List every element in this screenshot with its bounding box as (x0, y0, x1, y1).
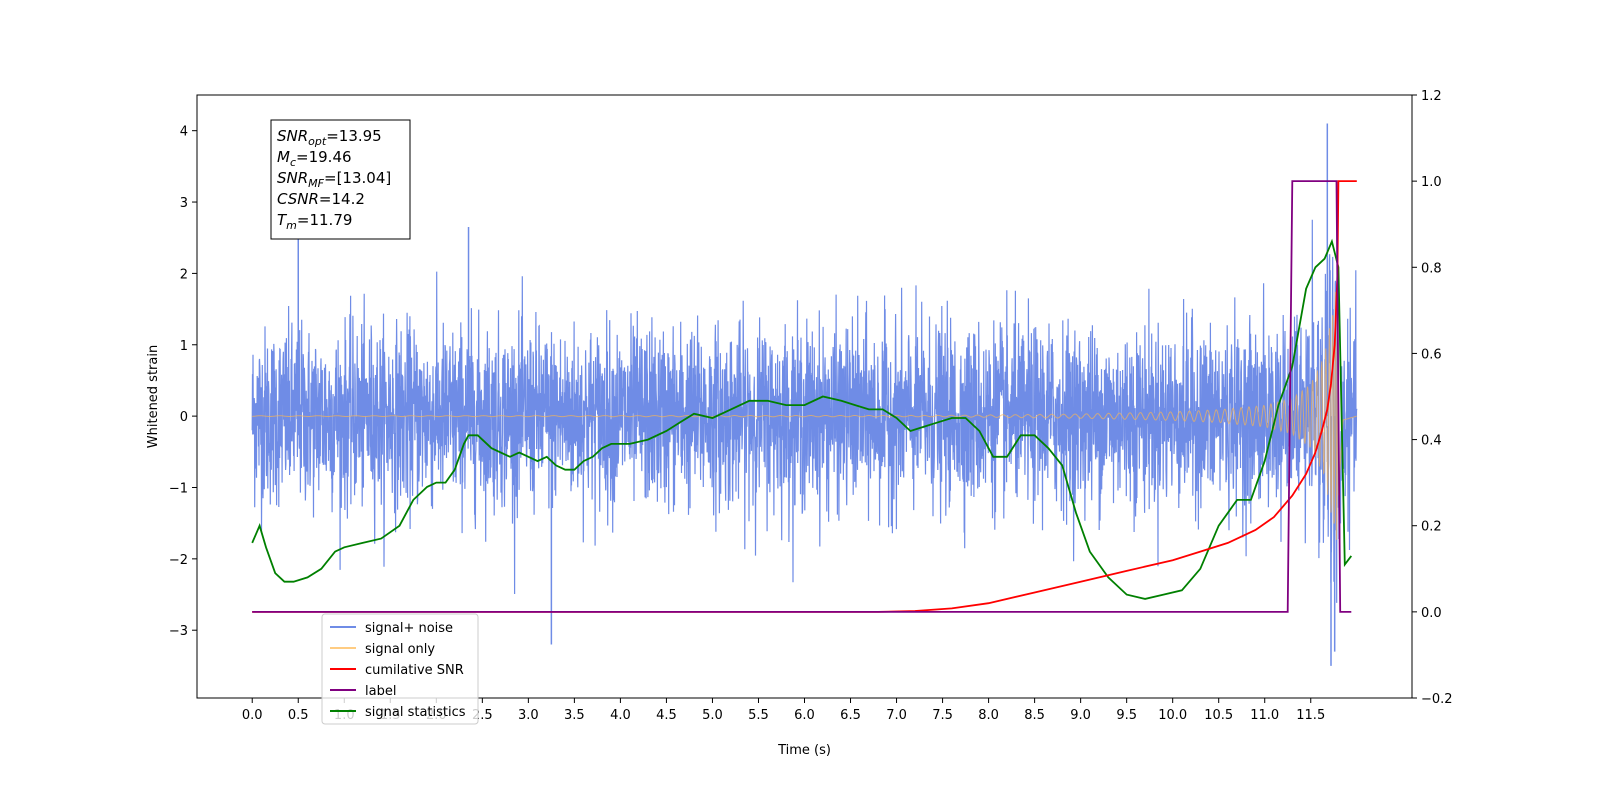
y-tick-label-7: −3 (169, 624, 188, 639)
y-tick-label-5: −1 (169, 481, 188, 496)
y-axis-ticks: 4 3 2 1 0 −1 −2 −3 (169, 125, 197, 639)
series-signal-only (252, 283, 1357, 540)
x-tick-label-1: 0.5 (288, 708, 309, 723)
y-tick-label-2: 2 (180, 267, 188, 282)
y-tick-label-6: −2 (169, 553, 188, 568)
x-tick-label-10: 5.0 (702, 708, 723, 723)
y2-tick-label-7: −0.2 (1421, 692, 1453, 707)
y2-tick-label-1: 1.0 (1421, 175, 1442, 190)
cumulative-snr-layer (252, 180, 1357, 613)
x-tick-label-13: 6.5 (840, 708, 861, 723)
y-tick-label-3: 1 (180, 339, 188, 354)
series-signal-statistics (251, 238, 1353, 600)
annotation-line-1: Mc=19.46 (277, 148, 352, 169)
legend-label-3: label (365, 684, 396, 699)
y2-tick-label-2: 0.8 (1421, 261, 1442, 276)
x-tick-label-0: 0.0 (242, 708, 263, 723)
label-layer (252, 180, 1352, 613)
y2-tick-label-4: 0.4 (1421, 434, 1442, 449)
x-tick-label-18: 9.0 (1070, 708, 1091, 723)
y-tick-label-4: 0 (180, 410, 188, 425)
x-tick-label-15: 7.5 (932, 708, 953, 723)
annotation-line-4: Tm=11.79 (277, 211, 352, 232)
x-tick-label-14: 7.0 (886, 708, 907, 723)
series-label (252, 180, 1352, 613)
legend-label-2: cumilative SNR (365, 663, 464, 678)
x-tick-label-12: 6.0 (794, 708, 815, 723)
x-tick-label-22: 11.0 (1250, 708, 1279, 723)
annotation-line-2: SNRMF=[13.04] (277, 169, 391, 190)
x-tick-label-19: 9.5 (1116, 708, 1137, 723)
legend-label-0: signal+ noise (365, 621, 453, 636)
annotation-line-3: CSNR=14.2 (277, 190, 365, 208)
y2-tick-label-6: 0.0 (1421, 606, 1442, 621)
x-tick-label-6: 3.0 (518, 708, 539, 723)
x-tick-label-23: 11.5 (1296, 708, 1325, 723)
x-tick-label-16: 8.0 (978, 708, 999, 723)
signal-only-layer (252, 283, 1357, 540)
series-signal-noise (251, 218, 1358, 603)
y2-tick-label-3: 0.6 (1421, 347, 1442, 362)
y-axis-label: Whitened strain (146, 345, 161, 448)
y2-tick-label-5: 0.2 (1421, 520, 1442, 535)
x-axis-label: Time (s) (777, 743, 831, 758)
legend-label-4: signal statistics (365, 705, 466, 720)
y2-axis-ticks: 1.2 1.0 0.8 0.6 0.4 0.2 0.0 −0.2 (1412, 89, 1453, 707)
legend-label-1: signal only (365, 642, 435, 657)
annotation-frame (270, 119, 411, 240)
y2-tick-label-0: 1.2 (1421, 89, 1442, 104)
annotation-line-0: SNRopt=13.95 (277, 127, 382, 148)
signal-noise-layer (251, 123, 1358, 666)
series-cumulative-snr (252, 180, 1357, 613)
y-tick-label-1: 3 (180, 196, 188, 211)
x-tick-label-8: 4.0 (610, 708, 631, 723)
x-tick-label-9: 4.5 (656, 708, 677, 723)
x-tick-label-21: 10.5 (1204, 708, 1233, 723)
y-tick-label-0: 4 (180, 125, 188, 140)
annotation-box: SNRopt=13.95Mc=19.46SNRMF=[13.04]CSNR=14… (270, 119, 411, 240)
legend: signal+ noise signal only cumilative SNR la… (321, 613, 479, 725)
x-tick-label-20: 10.0 (1158, 708, 1187, 723)
legend-frame (321, 613, 479, 725)
x-tick-label-11: 5.5 (748, 708, 769, 723)
x-tick-label-17: 8.5 (1024, 708, 1045, 723)
x-tick-label-7: 3.5 (564, 708, 585, 723)
signal-statistics-layer (251, 238, 1353, 600)
